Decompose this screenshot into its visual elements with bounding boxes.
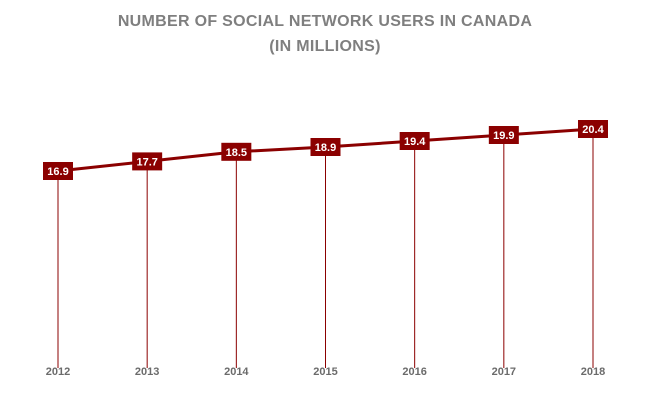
x-tick-label: 2012	[46, 366, 70, 378]
data-label: 16.9	[47, 166, 68, 178]
data-point: 18.9	[310, 138, 341, 156]
chart-title: NUMBER OF SOCIAL NETWORK USERS IN CANADA	[117, 13, 533, 30]
data-point: 19.9	[488, 126, 519, 144]
x-axis-labels: 2012 2013 2014 2015 2016 2017 2018	[46, 366, 605, 378]
data-label: 19.9	[493, 130, 514, 142]
data-label-box	[399, 132, 430, 150]
chart-subtitle: (IN MILLIONS)	[269, 38, 381, 55]
x-tick-label: 2017	[492, 366, 516, 378]
data-point: 18.5	[221, 142, 252, 161]
data-label-box	[488, 126, 519, 144]
x-tick-label: 2014	[224, 366, 249, 378]
data-label-box	[578, 120, 608, 138]
data-label: 18.5	[226, 147, 247, 159]
data-label-box	[43, 162, 73, 180]
data-point: 17.7	[132, 152, 163, 171]
x-tick-label: 2018	[581, 366, 605, 378]
data-label-box	[221, 142, 252, 161]
data-point: 19.4	[399, 132, 430, 150]
data-labels: 16.9 17.7 18.5 18.9 19.4 19.9 20.4	[43, 120, 608, 180]
data-label: 18.9	[315, 142, 336, 154]
drop-lines	[57, 129, 594, 368]
data-label: 19.4	[404, 136, 426, 148]
data-label: 17.7	[136, 156, 157, 168]
data-point: 16.9	[43, 162, 73, 180]
x-tick-label: 2015	[313, 366, 337, 378]
x-tick-label: 2013	[135, 366, 159, 378]
data-label-box	[310, 138, 341, 156]
data-point: 20.4	[578, 120, 608, 138]
x-tick-label: 2016	[402, 366, 426, 378]
data-label-box	[132, 152, 163, 171]
data-label: 20.4	[582, 124, 604, 136]
